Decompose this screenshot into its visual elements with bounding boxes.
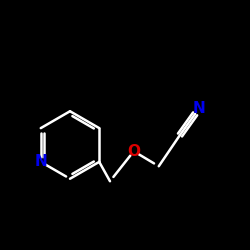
Text: O: O	[127, 144, 140, 159]
Text: N: N	[34, 154, 47, 170]
Text: N: N	[192, 101, 205, 116]
